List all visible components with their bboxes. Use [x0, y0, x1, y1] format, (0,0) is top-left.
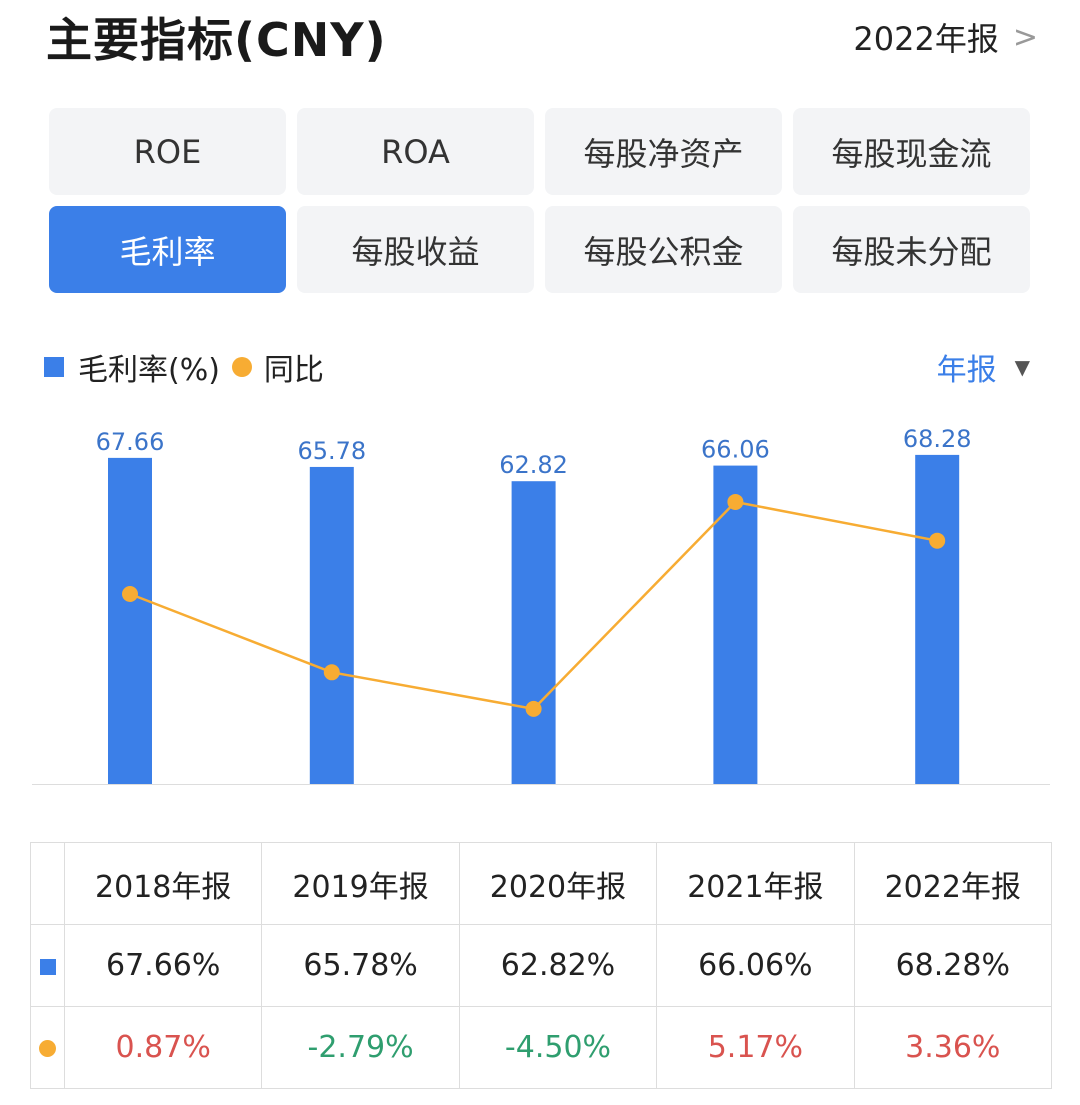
table-cell: 3.36% [853, 1006, 1053, 1089]
bar [309, 466, 354, 784]
yoy-point [727, 493, 744, 510]
table-cell: 68.28% [853, 924, 1053, 1007]
table-cell: -4.50% [458, 1006, 658, 1089]
table-cell: 5.17% [656, 1006, 855, 1089]
column-header: 2022年报 [853, 842, 1053, 925]
table-row: 0.87% -2.79% -4.50% 5.17% 3.36% [30, 1006, 1053, 1089]
chart: 67.66 65.78 62.82 66.06 68.28 [32, 425, 1050, 785]
bar-label: 67.66 [96, 428, 165, 456]
column-header: 2021年报 [656, 842, 855, 925]
data-table: 2018年报 2019年报 2020年报 2021年报 2022年报 67.66% 65.… [30, 842, 1053, 1089]
line-legend-label: 同比 [263, 353, 324, 388]
metric-tabs: ROE ROA 每股净资产 每股现金流毛利率 每股收益 每股公积金 每股未分配 [49, 108, 1031, 293]
table-cell: -2.79% [261, 1006, 460, 1089]
table-cell: 62.82% [458, 924, 658, 1007]
period-label: 年报 [936, 353, 997, 388]
empty-cell [30, 842, 65, 925]
table-cell: 0.87% [63, 1006, 263, 1089]
table-cell: 65.78% [261, 924, 460, 1007]
bar [511, 481, 556, 784]
bar [915, 454, 960, 784]
yoy-point [525, 700, 542, 717]
bar-legend-label: 毛利率(%) [78, 353, 220, 388]
yoy-point [323, 664, 340, 681]
yoy-point [929, 532, 946, 549]
column-header: 2020年报 [458, 842, 658, 925]
bar-label: 68.28 [903, 425, 972, 453]
tab-1[interactable]: ROA [297, 108, 534, 195]
tab-6[interactable]: 每股公积金 [545, 206, 782, 293]
tab-4[interactable]: 毛利率 [49, 206, 286, 293]
bar [713, 465, 758, 784]
table-cell: 66.06% [656, 924, 855, 1007]
column-header: 2019年报 [261, 842, 460, 925]
line-legend-icon [231, 357, 252, 377]
bar [108, 457, 152, 784]
bar-legend-icon [44, 357, 64, 377]
bar-label: 66.06 [701, 436, 770, 464]
dropdown-triangle-icon: ▼ [1014, 355, 1030, 379]
tab-2[interactable]: 每股净资产 [545, 108, 782, 195]
period-dropdown[interactable]: 年报 ▼ [937, 345, 1030, 389]
table-header-row: 2018年报 2019年报 2020年报 2021年报 2022年报 [30, 842, 1053, 925]
table-row: 67.66% 65.78% 62.82% 66.06% 68.28% [30, 924, 1053, 1007]
bar-label: 62.82 [499, 451, 568, 479]
report-selector[interactable]: 2022年报 > [853, 14, 1038, 60]
page-title: 主要指标(CNY) [46, 13, 387, 67]
bar-label: 65.78 [297, 437, 366, 465]
yoy-point [122, 585, 138, 602]
line-series-icon [39, 1040, 56, 1057]
tab-3[interactable]: 每股现金流 [793, 108, 1030, 195]
bar-series-icon [39, 959, 56, 975]
table-cell: 67.66% [63, 924, 263, 1007]
column-header: 2018年报 [63, 842, 263, 925]
chevron-right-icon: > [1012, 19, 1038, 55]
tab-5[interactable]: 每股收益 [297, 206, 534, 293]
chart-legend: 毛利率(%) 同比 [44, 345, 324, 389]
tab-0[interactable]: ROE [49, 108, 286, 195]
tab-7[interactable]: 每股未分配 [793, 206, 1030, 293]
report-label: 2022年报 [853, 20, 999, 58]
